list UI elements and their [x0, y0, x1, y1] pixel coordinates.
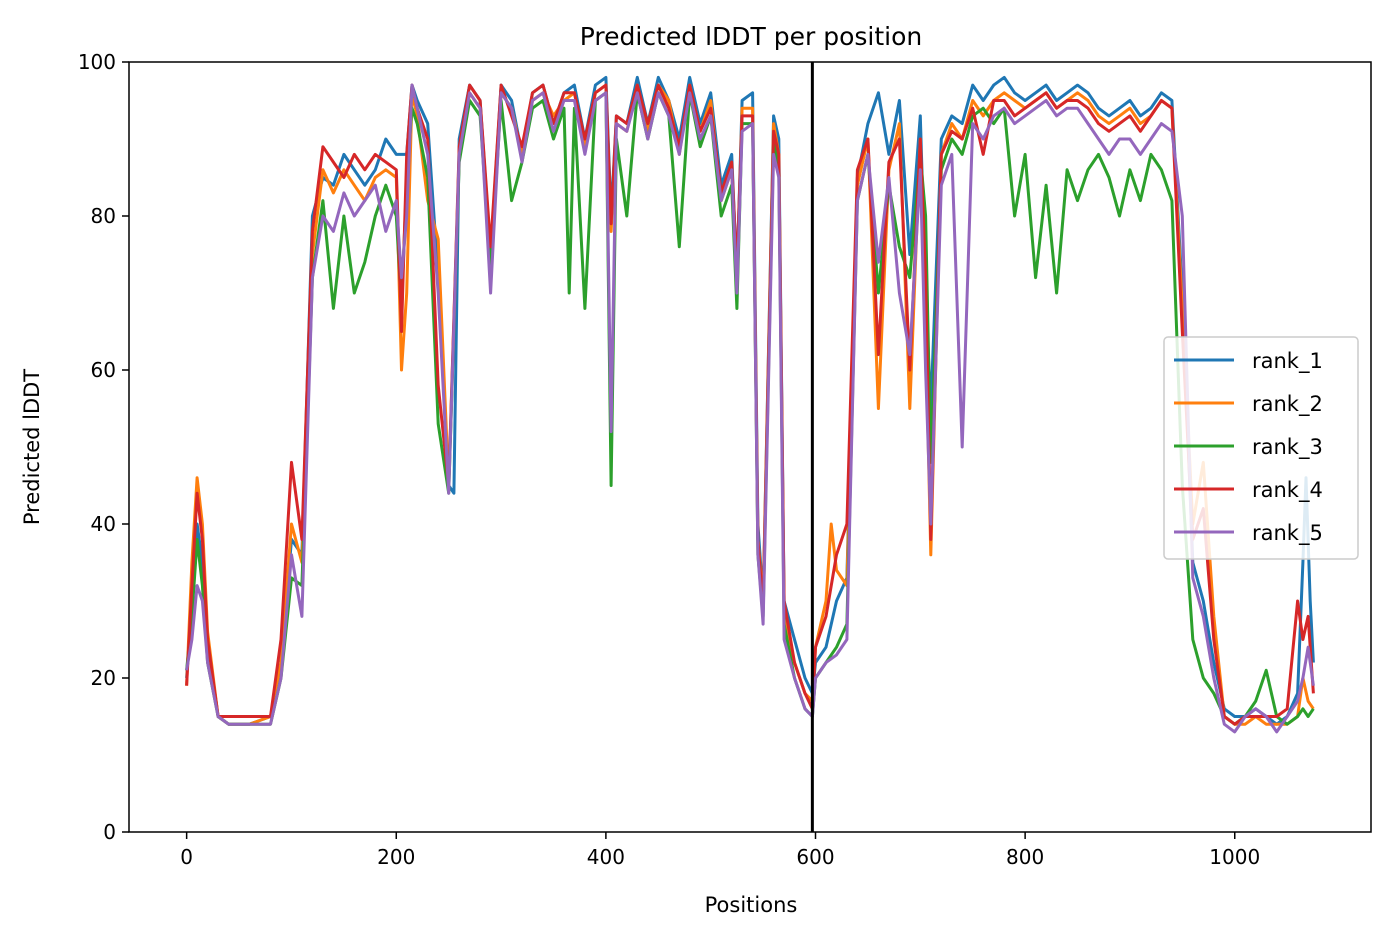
- y-axis-title: Predicted lDDT: [20, 369, 44, 525]
- x-tick-label: 600: [796, 845, 834, 869]
- series-line-rank_5: [185, 83, 1315, 734]
- series-layer: [185, 75, 1315, 734]
- y-tick-label: 100: [78, 50, 116, 74]
- x-tick-label: 0: [180, 845, 193, 869]
- y-tick-label: 60: [91, 358, 116, 382]
- legend-label-rank_3: rank_3: [1252, 435, 1323, 460]
- legend-label-rank_5: rank_5: [1252, 521, 1323, 546]
- legend-label-rank_2: rank_2: [1252, 392, 1323, 417]
- x-axis: 0 200 400 600 800 1000: [180, 832, 1260, 869]
- y-tick-label: 20: [91, 666, 116, 690]
- y-tick-label: 40: [91, 512, 116, 536]
- x-tick-label: 1000: [1209, 845, 1260, 869]
- y-tick-label: 0: [103, 820, 116, 844]
- legend-box: [1163, 336, 1359, 560]
- x-tick-label: 800: [1006, 845, 1044, 869]
- chart-title: Predicted lDDT per position: [580, 22, 922, 51]
- legend-label-rank_1: rank_1: [1252, 349, 1323, 374]
- legend-label-rank_4: rank_4: [1252, 478, 1323, 503]
- y-tick-label: 80: [91, 204, 116, 228]
- y-axis: 0 20 40 60 80 100: [78, 50, 129, 844]
- legend: rank_1 rank_2 rank_3 rank_4 rank_5: [1163, 336, 1359, 560]
- x-tick-label: 200: [377, 845, 415, 869]
- plot-frame: [128, 61, 1372, 833]
- x-tick-label: 400: [587, 845, 625, 869]
- x-axis-title: Positions: [705, 893, 798, 917]
